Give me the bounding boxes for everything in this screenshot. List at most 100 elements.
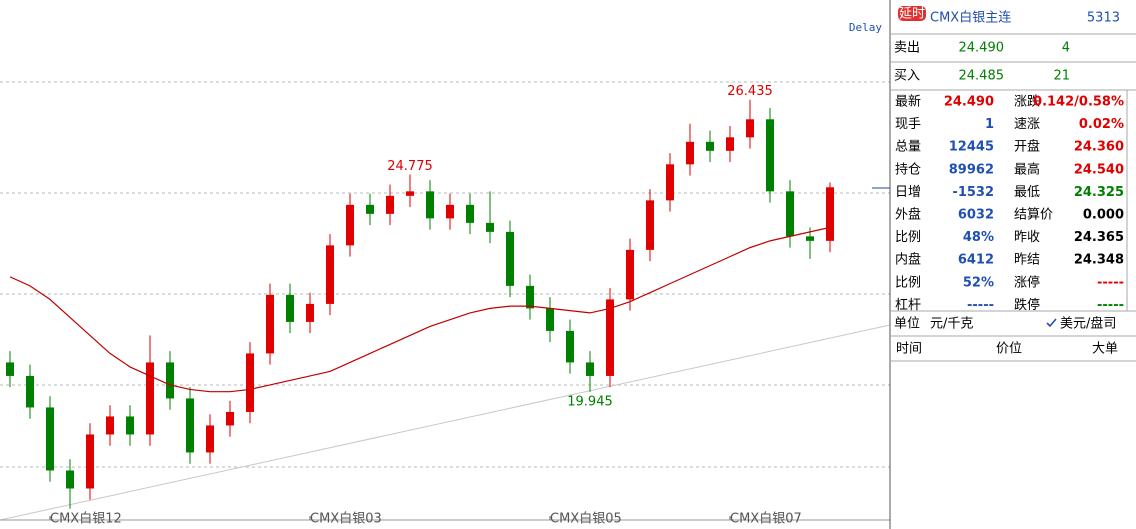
- stat-value: 6412: [958, 253, 994, 268]
- unit-option[interactable]: 元/千克: [930, 317, 973, 332]
- unit-option[interactable]: 美元/盘司: [1060, 316, 1116, 332]
- trend-line: [0, 324, 891, 521]
- candle-body: [86, 434, 94, 489]
- candle-body: [486, 222, 494, 232]
- buy-label: 买入: [894, 69, 920, 84]
- sell-price: 24.490: [959, 41, 1005, 56]
- candle-body: [506, 231, 514, 286]
- candle-body: [406, 191, 414, 196]
- candle-body: [306, 303, 314, 322]
- stat-value: 24.325: [1074, 185, 1124, 200]
- candle-body: [766, 119, 774, 192]
- x-tick-label: CMX白银07: [730, 511, 802, 527]
- stat-label: 最新: [895, 94, 921, 110]
- stat-label: 外盘: [895, 207, 921, 223]
- stat-label: 杠杆: [895, 297, 921, 313]
- badge: 延时: [899, 7, 925, 22]
- stats: 最新 24.490 现手 1 总量 12445 持仓 89962 日增 -1532 外盘 6032 比例…: [895, 94, 1124, 313]
- x-tick-label: CMX白银03: [310, 511, 382, 527]
- stat-value: 24.348: [1074, 253, 1124, 268]
- candle-body: [746, 119, 754, 138]
- candle-body: [326, 245, 334, 304]
- unit-label: 单位: [894, 317, 920, 332]
- candle-body: [46, 407, 54, 471]
- x-tick-label: CMX白银12: [50, 511, 122, 527]
- candle-body: [6, 362, 14, 376]
- moving-average: [9, 226, 831, 393]
- candle-body: [146, 362, 154, 435]
- stat-value: 0.02%: [1079, 117, 1124, 132]
- candle-body: [346, 204, 354, 246]
- sell-volume: 4: [1062, 41, 1070, 56]
- buy-volume: 21: [1053, 69, 1070, 84]
- candle-body: [206, 425, 214, 453]
- grid: [0, 81, 890, 468]
- candle-body: [366, 204, 374, 214]
- stat-value: -----: [1097, 275, 1124, 290]
- col-header: 时间: [896, 342, 922, 357]
- stat-value: -----: [967, 298, 994, 313]
- candle-body: [806, 236, 814, 241]
- candle-body: [266, 294, 274, 354]
- candle-body: [386, 195, 394, 214]
- quote-panel: [891, 0, 1136, 529]
- candle-body: [26, 375, 34, 408]
- stat-label: 速涨: [1014, 117, 1040, 132]
- candle-body: [526, 285, 534, 309]
- stat-value: -----: [1097, 298, 1124, 313]
- candle-body: [566, 330, 574, 363]
- candle-body: [646, 200, 654, 250]
- stat-label: 现手: [895, 117, 921, 132]
- stat-label: 持仓: [895, 162, 921, 177]
- candle-body: [826, 187, 834, 241]
- candle-body: [246, 353, 254, 412]
- candle-body: [626, 249, 634, 300]
- candle-body: [426, 191, 434, 219]
- panel-lines: [891, 33, 1136, 362]
- stat-label: 涨停: [1014, 274, 1040, 290]
- instrument-code: 5313: [1087, 11, 1120, 26]
- stat-label: 跌停: [1014, 297, 1040, 313]
- candle-body: [666, 164, 674, 201]
- chart-bg: [0, 0, 890, 529]
- stat-value: 24.490: [944, 95, 994, 110]
- candle-body: [126, 416, 134, 435]
- candle-body: [606, 299, 614, 376]
- low-label: 19.945: [567, 394, 613, 409]
- stat-label: 开盘: [1014, 139, 1040, 155]
- stat-label: 涨跌: [1014, 94, 1040, 110]
- candle-body: [686, 141, 694, 165]
- sell-label: 卖出: [894, 41, 920, 56]
- stat-label: 内盘: [895, 252, 921, 268]
- candle-body: [66, 470, 74, 489]
- stat-value: 89962: [949, 162, 994, 177]
- stat-label: 最高: [1014, 161, 1040, 177]
- candle-body: [726, 137, 734, 151]
- high-label: 26.435: [727, 84, 773, 99]
- stat-value: 48%: [963, 230, 994, 245]
- candle-body: [546, 308, 554, 331]
- high-label: 24.775: [387, 159, 433, 174]
- stat-value: 0.142/0.58%: [1033, 95, 1124, 110]
- stat-label: 比例: [895, 275, 921, 290]
- stat-label: 结算价: [1014, 208, 1053, 223]
- plot: CMX白银12 CMX白银03 CMX白银05 CMX白银07: [6, 99, 834, 527]
- stat-value: 24.365: [1074, 230, 1124, 245]
- stat-value: 24.360: [1074, 140, 1124, 155]
- stat-label: 日增: [895, 185, 921, 200]
- stat-value: 0.000: [1083, 208, 1124, 223]
- candle-body: [106, 416, 114, 435]
- check-icon: [1046, 318, 1057, 328]
- col-header: 价位: [996, 342, 1022, 357]
- candle-body: [226, 411, 234, 426]
- col-header: 大单: [1092, 342, 1118, 357]
- candle-body: [446, 204, 454, 219]
- candle-body: [186, 398, 194, 453]
- stat-label: 总量: [895, 140, 921, 155]
- stat-value: 1: [985, 117, 994, 132]
- candle-body: [706, 141, 714, 151]
- stat-value: 52%: [963, 275, 994, 290]
- stat-value: -1532: [952, 185, 994, 200]
- instrument-name: CMX白银主连: [930, 10, 1011, 26]
